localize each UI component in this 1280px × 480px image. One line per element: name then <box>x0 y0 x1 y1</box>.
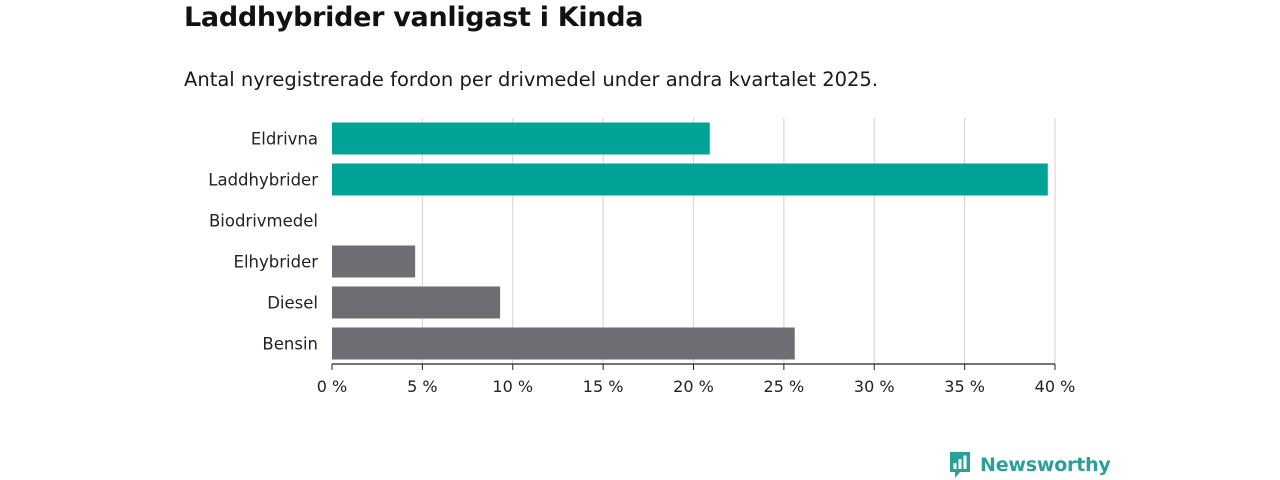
newsworthy-logo: Newsworthy <box>948 450 1111 480</box>
x-tick-label: 25 % <box>764 377 805 396</box>
bar-bensin <box>332 327 795 360</box>
x-tick-label: 35 % <box>944 377 985 396</box>
x-tick-label: 30 % <box>854 377 895 396</box>
bar-laddhybrider <box>332 163 1048 196</box>
brand-name: Newsworthy <box>980 454 1111 476</box>
x-axis: 0 % 5 % 10 % 15 % 20 % 25 % 30 % 35 % 40 % <box>317 363 1076 396</box>
x-tick-label: 0 % <box>317 377 347 396</box>
bar-diesel <box>332 286 501 319</box>
x-tick-label: 40 % <box>1035 377 1076 396</box>
x-tick-label: 10 % <box>492 377 533 396</box>
bar-elhybrider <box>332 245 416 278</box>
category-label: Bensin <box>262 335 318 354</box>
x-tick-label: 5 % <box>407 377 437 396</box>
chart-subtitle: Antal nyregistrerade fordon per drivmede… <box>184 68 879 91</box>
category-label: Elhybrider <box>234 253 319 272</box>
x-tick-label: 15 % <box>583 377 624 396</box>
x-tick-label: 20 % <box>673 377 714 396</box>
newsworthy-logo-icon <box>950 452 970 478</box>
category-labels: Eldrivna Laddhybrider Biodrivmedel Elhybrid… <box>208 130 318 354</box>
bar-chart: Eldrivna Laddhybrider Biodrivmedel Elhybrid… <box>208 118 1076 396</box>
bar-eldrivna <box>332 122 710 155</box>
category-label: Eldrivna <box>251 130 318 149</box>
category-label: Laddhybrider <box>208 171 318 190</box>
category-label: Biodrivmedel <box>209 212 318 231</box>
bars <box>332 122 1048 360</box>
grid-lines <box>421 118 1056 364</box>
category-label: Diesel <box>267 294 318 313</box>
chart-title: Laddhybrider vanligast i Kinda <box>184 2 644 33</box>
